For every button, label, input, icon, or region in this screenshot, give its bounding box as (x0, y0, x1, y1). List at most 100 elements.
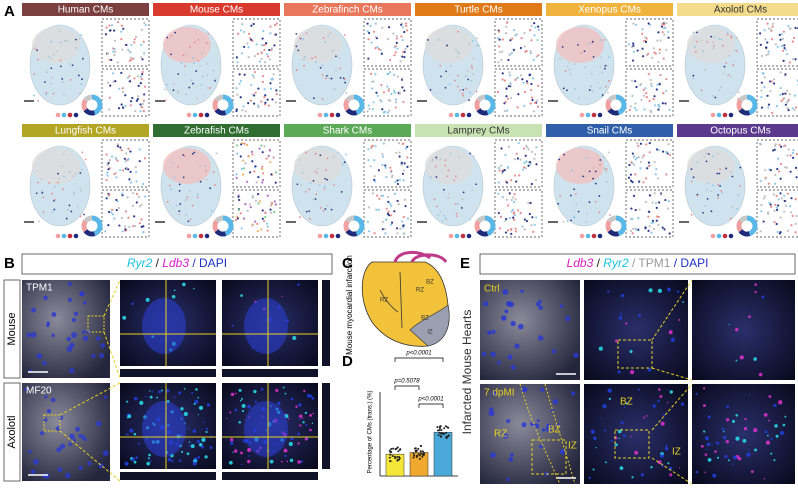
cell (341, 163, 344, 166)
signal (241, 463, 243, 465)
data-point (394, 457, 397, 460)
cell (710, 35, 713, 38)
cell (523, 161, 526, 164)
signal (292, 335, 297, 341)
cell (727, 74, 730, 76)
cell (112, 72, 115, 75)
cell (457, 50, 459, 53)
signal (290, 397, 294, 401)
cell (523, 90, 527, 94)
cell (381, 163, 384, 167)
cell (591, 90, 594, 93)
cell (641, 47, 644, 50)
signal (230, 441, 234, 445)
cell (250, 83, 253, 87)
cell (397, 203, 400, 206)
cell (513, 193, 516, 196)
cell (65, 40, 68, 42)
cell (601, 71, 603, 74)
cell (250, 150, 254, 153)
donut-segment (607, 94, 617, 102)
cell (106, 163, 109, 167)
cell (267, 104, 270, 107)
signal (638, 313, 641, 317)
cell (779, 38, 782, 41)
nucleus (57, 467, 63, 473)
cell (328, 77, 331, 80)
cell (630, 45, 634, 49)
cell (266, 229, 269, 232)
legend-dot (579, 112, 585, 118)
cell (324, 41, 326, 43)
cell (178, 210, 181, 213)
cell (661, 31, 664, 34)
signal (122, 315, 127, 320)
cell (139, 110, 142, 113)
cell (38, 220, 40, 223)
cell (260, 100, 263, 103)
cell (241, 173, 245, 176)
signal (722, 435, 727, 440)
signal (733, 455, 737, 460)
nucleus (50, 397, 56, 403)
nucleus (56, 447, 62, 453)
cell (261, 217, 264, 220)
cell (315, 193, 318, 196)
cell (634, 23, 637, 27)
cell (774, 182, 777, 185)
cell (143, 21, 146, 25)
cell (381, 108, 384, 111)
cell (455, 212, 458, 215)
cell (80, 190, 83, 192)
cell (632, 44, 635, 47)
cell (403, 162, 406, 165)
bar (433, 432, 453, 477)
cell (143, 52, 146, 55)
nucleus (39, 431, 45, 436)
cell (629, 173, 633, 176)
cell (381, 26, 384, 29)
cell (134, 165, 137, 169)
cell (650, 221, 653, 225)
cell (255, 43, 258, 46)
tile-header (22, 124, 149, 137)
cell (112, 80, 115, 83)
signal (269, 459, 274, 464)
nucleus (103, 395, 107, 399)
cell (393, 73, 396, 76)
cell (598, 195, 601, 197)
cell (124, 160, 127, 163)
signal (645, 415, 648, 417)
cell (468, 218, 471, 221)
signal (707, 415, 711, 419)
cell (720, 38, 723, 41)
cell (533, 101, 537, 104)
cell (33, 47, 36, 50)
cell (120, 71, 123, 74)
signal (670, 337, 675, 342)
cell (250, 24, 253, 27)
cell (784, 92, 787, 95)
cell (275, 22, 278, 25)
cell (265, 222, 269, 225)
cell (609, 214, 611, 216)
signal (770, 438, 773, 441)
cell (530, 39, 533, 42)
cell (172, 89, 175, 92)
signal (284, 454, 287, 458)
cell (206, 87, 209, 89)
cell (132, 192, 135, 195)
data-point (436, 426, 439, 429)
tile-title: Mouse CMs (190, 5, 243, 16)
cell (498, 169, 501, 172)
cell (778, 33, 781, 36)
tissue-region (687, 148, 735, 184)
cell (262, 29, 265, 33)
cell (732, 64, 735, 66)
signal (650, 465, 653, 469)
cell (692, 77, 695, 80)
cell (406, 217, 410, 220)
cell (375, 194, 379, 197)
cell (767, 53, 770, 56)
cell (592, 177, 595, 180)
